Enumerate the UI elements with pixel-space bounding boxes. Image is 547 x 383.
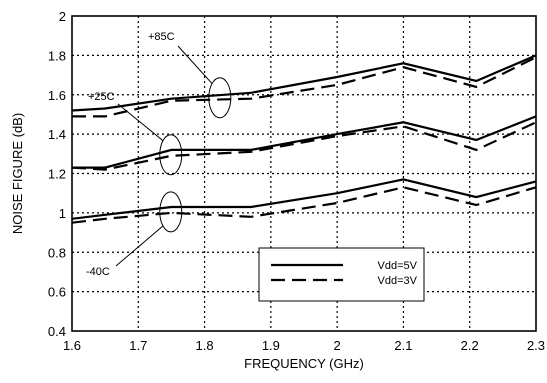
y-tick-label: 1.4	[48, 127, 66, 142]
legend: Vdd=5V Vdd=3V	[258, 247, 425, 302]
series-line-5v-minus40c	[71, 178, 537, 220]
legend-label: Vdd=3V	[378, 275, 418, 287]
x-tick-label: 2	[334, 338, 341, 353]
y-tick-label: 1.6	[48, 88, 66, 103]
legend-box	[258, 247, 425, 302]
plot-frame	[71, 15, 537, 332]
series-line-3v-plus85c	[72, 56, 537, 118]
series-line-5v-plus25c	[72, 115, 537, 169]
annotations: +85C +25C -40C	[86, 31, 232, 278]
x-tick-label: 1.8	[196, 338, 214, 353]
x-tick-label: 2.2	[461, 338, 479, 353]
series-line-3v-minus40c	[71, 186, 537, 224]
y-tick-label: 0.8	[48, 245, 66, 260]
y-axis-label: NOISE FIGURE (dB)	[10, 113, 25, 234]
annotation-leader-line	[177, 45, 213, 85]
annotation-label: +25C	[88, 91, 115, 103]
y-tick-label: 0.4	[48, 324, 66, 339]
annotation-label: +85C	[148, 31, 175, 43]
tick-labels: 1.6 1.7 1.8 1.9 2 2.1 2.2 2.3 0.4 0.6 0.8 1 1.2 1.4 1.…	[48, 9, 545, 353]
legend-label: Vdd=5V	[378, 260, 418, 272]
y-tick-label: 0.6	[48, 285, 66, 300]
y-tick-label: 1.2	[48, 167, 66, 182]
annotation-leader-line	[115, 225, 164, 267]
x-axis-label: FREQUENCY (GHz)	[244, 356, 364, 371]
y-tick-label: 1.8	[48, 48, 66, 63]
annotation-ellipse	[159, 191, 183, 233]
annotation-label: -40C	[86, 266, 110, 278]
annotation-leader-line	[117, 103, 164, 142]
y-tick-label: 2	[59, 9, 66, 24]
x-tick-label: 1.9	[262, 338, 280, 353]
x-tick-label: 2.1	[394, 338, 412, 353]
annotation-ellipse	[208, 77, 232, 119]
series-line-3v-plus25c	[71, 121, 537, 171]
y-tick-label: 1	[59, 206, 66, 221]
series-line-5v-plus85c	[71, 54, 537, 112]
x-tick-label: 1.7	[129, 338, 147, 353]
annotation-ellipse	[159, 134, 183, 176]
x-tick-label: 1.6	[63, 338, 81, 353]
x-tick-label: 2.3	[527, 338, 545, 353]
series-group	[71, 54, 537, 224]
